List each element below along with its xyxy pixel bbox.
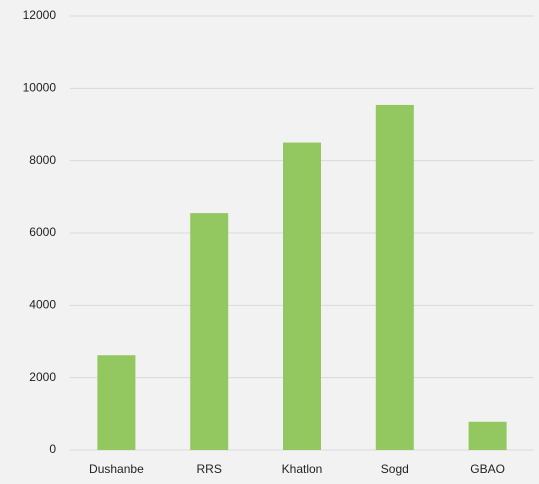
- y-tick-label: 12000: [23, 8, 57, 22]
- x-tick-label: RRS: [197, 462, 222, 476]
- y-tick-label: 8000: [29, 153, 56, 167]
- bar: [468, 421, 507, 450]
- bar: [375, 104, 414, 450]
- y-tick-label: 4000: [29, 298, 56, 312]
- y-tick-label: 10000: [23, 81, 57, 95]
- x-tick-label: GBAO: [470, 462, 505, 476]
- bar: [97, 355, 136, 450]
- y-tick-label: 6000: [29, 225, 56, 239]
- x-tick-label: Dushanbe: [89, 462, 144, 476]
- bar: [190, 213, 229, 450]
- y-tick-label: 0: [49, 442, 56, 456]
- x-tick-label: Sogd: [381, 462, 409, 476]
- bar: [283, 142, 321, 451]
- y-tick-label: 2000: [29, 370, 56, 384]
- x-tick-label: Khatlon: [282, 462, 323, 476]
